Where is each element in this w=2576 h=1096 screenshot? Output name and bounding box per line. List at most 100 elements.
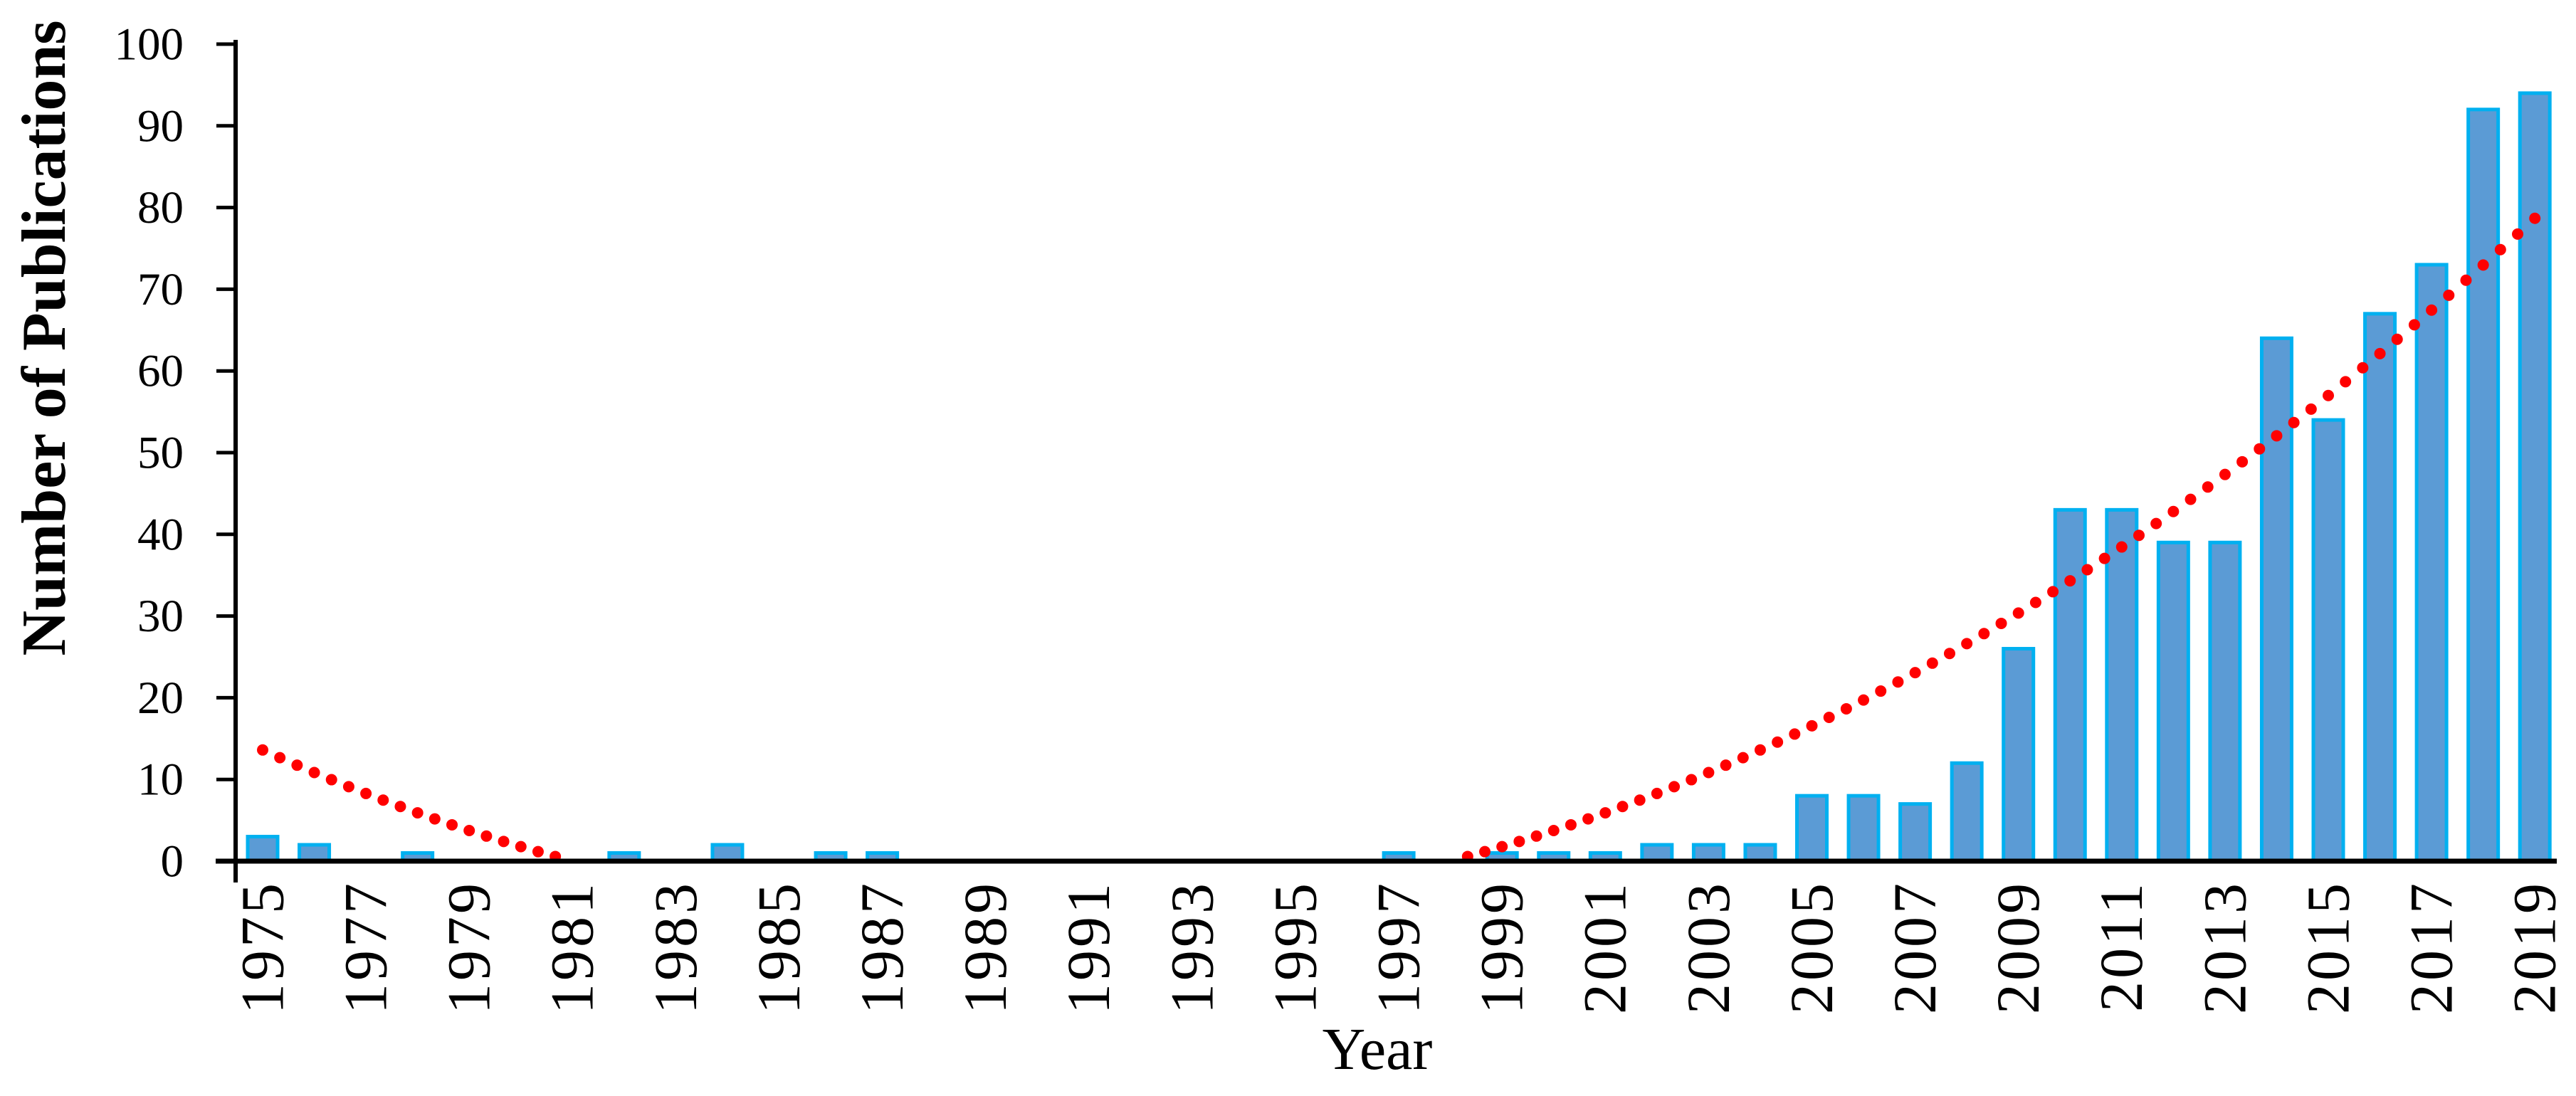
trendline-dot xyxy=(2391,333,2403,345)
trendline-dot xyxy=(1892,676,1904,688)
trendline-dot xyxy=(325,774,337,786)
x-tick-label-1999: 1999 xyxy=(1468,880,1536,1014)
trendline-dot xyxy=(2408,319,2420,331)
trendline-dot xyxy=(1479,845,1491,858)
trendline-dot xyxy=(2047,586,2059,598)
bar-2015 xyxy=(2311,418,2345,863)
y-tick-label: 30 xyxy=(137,591,184,642)
x-tick-label-1997: 1997 xyxy=(1364,880,1432,1014)
trendline-dot xyxy=(2098,552,2110,564)
x-tick-label-1975: 1975 xyxy=(228,880,296,1014)
trendline-dot xyxy=(394,801,406,813)
trendline-dot xyxy=(274,752,286,764)
trendline-dot xyxy=(2271,430,2283,442)
y-tick-label: 50 xyxy=(137,427,184,478)
trendline-dot xyxy=(2477,259,2489,271)
trendline-dot xyxy=(1686,774,1698,786)
trendline-dot xyxy=(2494,243,2506,255)
bar-2011 xyxy=(2105,507,2139,863)
trendline-dot xyxy=(1530,830,1542,842)
trendline-dot xyxy=(2185,493,2197,505)
trendline-dot xyxy=(2254,443,2266,455)
trendline-dot xyxy=(1651,787,1663,799)
trendline-dot xyxy=(463,824,475,836)
trendline-dot xyxy=(1565,818,1577,831)
trendline-dot xyxy=(1772,736,1784,748)
trendline-dot xyxy=(291,759,303,771)
trendline-dot xyxy=(1806,720,1818,732)
trendline-dot xyxy=(1513,836,1525,848)
trendline-dot xyxy=(1599,807,1612,819)
x-tick-label-1993: 1993 xyxy=(1157,880,1226,1014)
x-tick-label-1981: 1981 xyxy=(538,880,606,1014)
x-tick-label-2007: 2007 xyxy=(1881,880,1949,1014)
bar-2014 xyxy=(2259,336,2293,863)
x-tick-label-2013: 2013 xyxy=(2190,880,2259,1014)
trendline-dot xyxy=(1840,702,1852,715)
y-tick-label: 40 xyxy=(137,509,184,560)
x-tick-label-1991: 1991 xyxy=(1054,880,1123,1014)
x-tick-label-1987: 1987 xyxy=(848,880,916,1014)
trendline-dot xyxy=(532,845,544,858)
x-tick-label-1995: 1995 xyxy=(1261,880,1329,1014)
trendline-dot xyxy=(2236,455,2249,468)
trendline-dot xyxy=(2426,304,2438,316)
trendline-dot xyxy=(2133,529,2145,542)
trendline-dot xyxy=(1634,794,1646,806)
trendline-dot xyxy=(411,807,424,819)
trendline-dot xyxy=(1995,617,2007,629)
y-tick-label: 10 xyxy=(137,754,184,806)
trendline-dot xyxy=(1582,813,1594,825)
y-tick-label: 70 xyxy=(137,264,184,315)
trendline-dot xyxy=(429,813,441,825)
x-tick-label-2017: 2017 xyxy=(2397,880,2465,1014)
bar-2016 xyxy=(2363,312,2397,863)
trendline-dot xyxy=(1789,728,1801,740)
x-tick-label-1977: 1977 xyxy=(331,880,399,1014)
bar-2010 xyxy=(2053,507,2087,863)
trendline-dot xyxy=(1616,801,1629,813)
trendline-dot xyxy=(1926,657,1938,669)
trendline-dot xyxy=(2357,362,2369,374)
trendline-dot xyxy=(1909,667,1921,679)
trendline-dot xyxy=(1875,685,1887,697)
trendline-dot xyxy=(2305,403,2317,415)
x-axis-title: Year xyxy=(1323,1016,1433,1082)
x-tick-label-1983: 1983 xyxy=(641,880,710,1014)
trendline-dot xyxy=(1961,638,1973,650)
trendline-dot xyxy=(2064,575,2076,587)
x-tick-label-2001: 2001 xyxy=(1571,880,1639,1014)
y-axis-title: Number of Publications xyxy=(10,20,79,655)
trendline-dot xyxy=(480,830,493,842)
trendline-dot xyxy=(1823,712,1835,724)
trendline-dot xyxy=(257,744,268,756)
trendline-dot xyxy=(360,787,372,799)
y-tick-label: 0 xyxy=(161,836,184,887)
trendline-dot xyxy=(1668,781,1681,793)
trendline-dot xyxy=(2323,389,2334,401)
bar-1975 xyxy=(246,835,280,863)
bar-2009 xyxy=(2002,647,2036,863)
bar-2008 xyxy=(1950,761,1984,863)
trendline-dot xyxy=(2443,289,2455,301)
bar-2019 xyxy=(2518,91,2552,863)
trendline-dot xyxy=(2512,228,2524,240)
trendline-dot xyxy=(1978,628,1990,640)
trendline-dot xyxy=(308,766,320,779)
trendline-dot xyxy=(2029,596,2041,608)
y-tick-label: 80 xyxy=(137,182,184,233)
bar-2005 xyxy=(1795,794,1829,863)
trendline-dot xyxy=(2374,347,2386,359)
trendline-dot xyxy=(2340,376,2352,388)
bar-2018 xyxy=(2466,107,2501,863)
bar-2013 xyxy=(2208,540,2242,863)
trendline-dot xyxy=(1547,824,1560,836)
x-tick-label-1979: 1979 xyxy=(435,880,503,1014)
x-tick-label-2005: 2005 xyxy=(1777,880,1846,1014)
trendline-dot xyxy=(2219,468,2231,480)
bar-2006 xyxy=(1846,794,1881,863)
plot-area: 0 10 20 30 40 50 60 70 80 90 100 1975 1977 1979 1981 19… xyxy=(115,19,2569,1014)
trendline-dot xyxy=(1754,744,1766,756)
x-tick-label-1989: 1989 xyxy=(951,880,1019,1014)
